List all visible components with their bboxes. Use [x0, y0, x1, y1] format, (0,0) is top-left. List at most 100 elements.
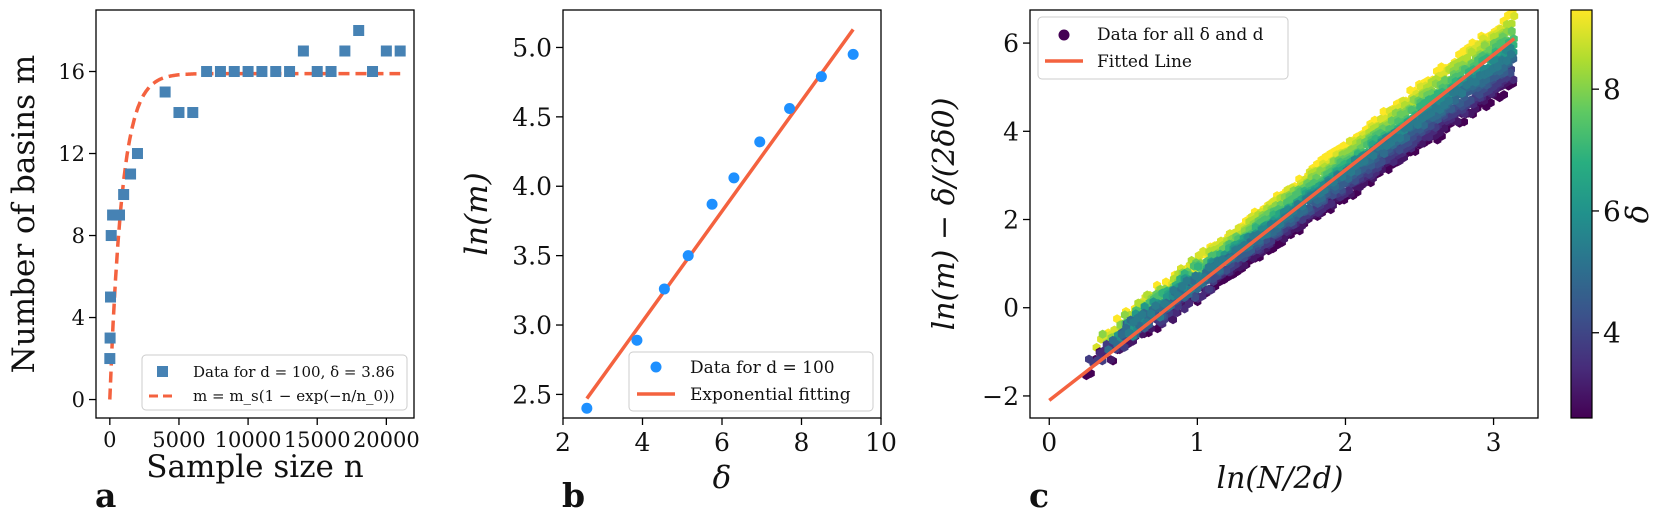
x-tick-label: 3 [1486, 428, 1502, 457]
data-point-dot [706, 198, 718, 210]
legend-dot-marker [650, 361, 662, 373]
data-point-square [284, 66, 296, 78]
colorbar-gradient [1570, 9, 1593, 419]
data-point-dot [784, 103, 796, 115]
panel-c: 0 1 2 3 −2 0 2 4 6 ln(N/2d) ln(m) − δ/(2δ0) c Da… [927, 9, 1656, 515]
data-point-square [104, 332, 116, 344]
panel-c-legend-entry-2: Fitted Line [1097, 52, 1192, 72]
colorbar-label: δ [1620, 205, 1656, 224]
data-point-hexagon [1138, 309, 1147, 320]
y-tick-label: 16 [58, 60, 85, 84]
data-point-dot [815, 71, 827, 83]
data-point-hexagon [1396, 133, 1404, 143]
data-point-hexagon [1402, 133, 1411, 143]
data-point-square [118, 189, 130, 201]
data-point-hexagon [1499, 62, 1508, 73]
panel-a-xlabel: Sample size n [146, 449, 363, 485]
data-point-square [311, 66, 323, 78]
data-point-square [114, 209, 126, 221]
data-point-square [270, 66, 282, 78]
data-point-square [380, 45, 392, 57]
data-point-hexagon [1507, 26, 1516, 36]
y-tick-label: −2 [982, 382, 1019, 411]
panel-a: 0 5000 10000 15000 20000 0 4 8 12 16 Sample size … [6, 9, 420, 515]
y-tick-label: 4 [1003, 117, 1019, 146]
x-tick-label: 4 [635, 428, 651, 457]
data-point-hexagon [1460, 117, 1468, 127]
panel-b-legend-entry-1: Data for d = 100 [690, 358, 835, 378]
data-point-hexagon [1506, 68, 1515, 78]
data-point-square [325, 66, 337, 78]
y-tick-label: 0 [72, 388, 85, 412]
data-point-hexagon [1466, 95, 1475, 105]
data-point-hexagon [1327, 199, 1336, 209]
exponential-fit-line [585, 28, 855, 400]
data-point-dot [754, 136, 766, 148]
data-point-hexagon [1502, 56, 1511, 66]
data-point-square [339, 45, 351, 57]
data-point-square [105, 230, 117, 242]
data-point-dot [581, 402, 593, 414]
panel-b-legend-entry-2: Exponential fitting [690, 385, 851, 405]
panel-a-legend-entry-1: Data for d = 100, δ = 3.86 [193, 363, 395, 381]
data-point-square [131, 148, 143, 160]
x-tick-label: 2 [555, 428, 571, 457]
x-tick-label: 0 [1041, 428, 1057, 457]
data-point-hexagon [1509, 75, 1518, 85]
panel-c-legend: Data for all δ and d Fitted Line [1037, 16, 1289, 80]
data-point-hexagon [1377, 157, 1386, 167]
panel-a-legend: Data for d = 100, δ = 3.86 m = m_s(1 − e… [141, 354, 408, 411]
x-tick-label: 0 [103, 428, 116, 452]
y-tick-label: 2.5 [512, 380, 552, 409]
data-point-dot [728, 172, 740, 184]
data-point-hexagon [1191, 292, 1199, 303]
panel-c-ylabel: ln(m) − δ/(2δ0) [927, 98, 962, 331]
data-point-hexagon [1280, 234, 1289, 244]
x-tick-label: 5000 [152, 428, 205, 452]
data-point-hexagon [1117, 330, 1126, 340]
data-point-hexagon [1182, 276, 1191, 286]
data-point-hexagon [1506, 43, 1515, 53]
y-tick-label: 3.0 [512, 311, 552, 340]
panel-a-ylabel: Number of basins m [6, 55, 42, 374]
data-point-square [125, 168, 137, 180]
x-tick-label: 6 [714, 428, 730, 457]
data-point-hexagon [1106, 355, 1115, 365]
x-tick-label: 10 [865, 428, 897, 457]
data-point-hexagon [1194, 262, 1202, 272]
panel-c-xlabel: ln(N/2d) [1217, 461, 1344, 496]
x-tick-label: 2 [1338, 428, 1354, 457]
data-point-square [228, 66, 240, 78]
data-point-hexagon [1444, 96, 1453, 106]
data-point-square [367, 66, 379, 78]
x-tick-label: 10000 [215, 428, 282, 452]
colorbar-tick-label: 6 [1603, 195, 1621, 228]
y-tick-label: 4.5 [512, 103, 552, 132]
data-point-square [394, 45, 406, 57]
colorbar: 4 6 8 δ [1570, 9, 1656, 419]
data-point-hexagon [1500, 90, 1508, 100]
data-point-hexagon [1379, 148, 1388, 158]
data-point-square [353, 25, 365, 37]
panel-c-label: c [1029, 476, 1049, 515]
x-tick-label: 1 [1189, 428, 1205, 457]
data-point-dot [658, 283, 670, 295]
data-point-hexagon [1440, 123, 1448, 133]
data-point-square [201, 66, 213, 78]
data-point-hexagon [1453, 116, 1462, 126]
data-point-hexagon [1419, 120, 1428, 130]
y-tick-label: 6 [1003, 29, 1019, 58]
panel-c-legend-entry-1: Data for all δ and d [1097, 25, 1264, 45]
data-point-hexagon [1185, 298, 1193, 309]
panel-b-label: b [562, 476, 585, 515]
data-point-hexagon [1486, 98, 1495, 108]
data-point-hexagon [1222, 265, 1231, 275]
panel-a-label: a [95, 476, 116, 515]
y-tick-label: 2 [1003, 206, 1019, 235]
panel-b-ylabel: ln(m) [459, 172, 495, 255]
colorbar-tick-label: 4 [1603, 317, 1621, 350]
y-tick-label: 8 [72, 224, 85, 248]
data-point-square [214, 66, 226, 78]
data-point-hexagon [1369, 151, 1378, 161]
panel-a-legend-entry-2: m = m_s(1 − exp(−n/n_0)) [193, 387, 395, 405]
